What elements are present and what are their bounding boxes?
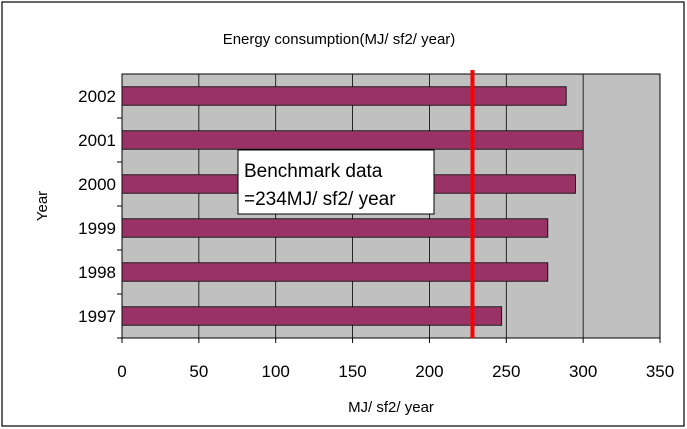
y-tick-label: 1997 xyxy=(78,307,116,326)
y-tick-label: 1999 xyxy=(78,219,116,238)
y-axis-label: Year xyxy=(34,191,51,221)
bar xyxy=(121,130,584,150)
bar xyxy=(121,262,549,282)
bars xyxy=(121,86,584,326)
x-tick-label: 300 xyxy=(569,362,597,381)
x-ticks: 0 50 100 150 200 250 300 350 xyxy=(117,338,674,381)
x-tick-label: 250 xyxy=(492,362,520,381)
x-tick-label: 350 xyxy=(646,362,674,381)
benchmark-label-box xyxy=(237,149,435,215)
y-tick-label: 2001 xyxy=(78,131,116,150)
benchmark-label-line1: Benchmark data xyxy=(244,161,383,182)
bar xyxy=(121,86,567,106)
x-tick-label: 100 xyxy=(262,362,290,381)
benchmark-annotation: Benchmark data =234MJ/ sf2/ year xyxy=(237,149,435,215)
x-tick-label: 0 xyxy=(117,362,126,381)
chart-title: Energy consumption(MJ/ sf2/ year) xyxy=(223,31,456,48)
y-tick-label: 2000 xyxy=(78,175,116,194)
x-tick-label: 150 xyxy=(338,362,366,381)
x-tick-label: 50 xyxy=(189,362,208,381)
y-tick-label: 2002 xyxy=(78,87,116,106)
y-tick-label: 1998 xyxy=(78,263,116,282)
y-ticks: 1997 1998 1999 2000 2001 2002 xyxy=(78,87,122,339)
benchmark-label-line2: =234MJ/ sf2/ year xyxy=(244,189,396,210)
x-axis-label: MJ/ sf2/ year xyxy=(348,399,434,416)
x-tick-label: 200 xyxy=(415,362,443,381)
bar xyxy=(121,306,503,326)
bar xyxy=(121,218,549,238)
